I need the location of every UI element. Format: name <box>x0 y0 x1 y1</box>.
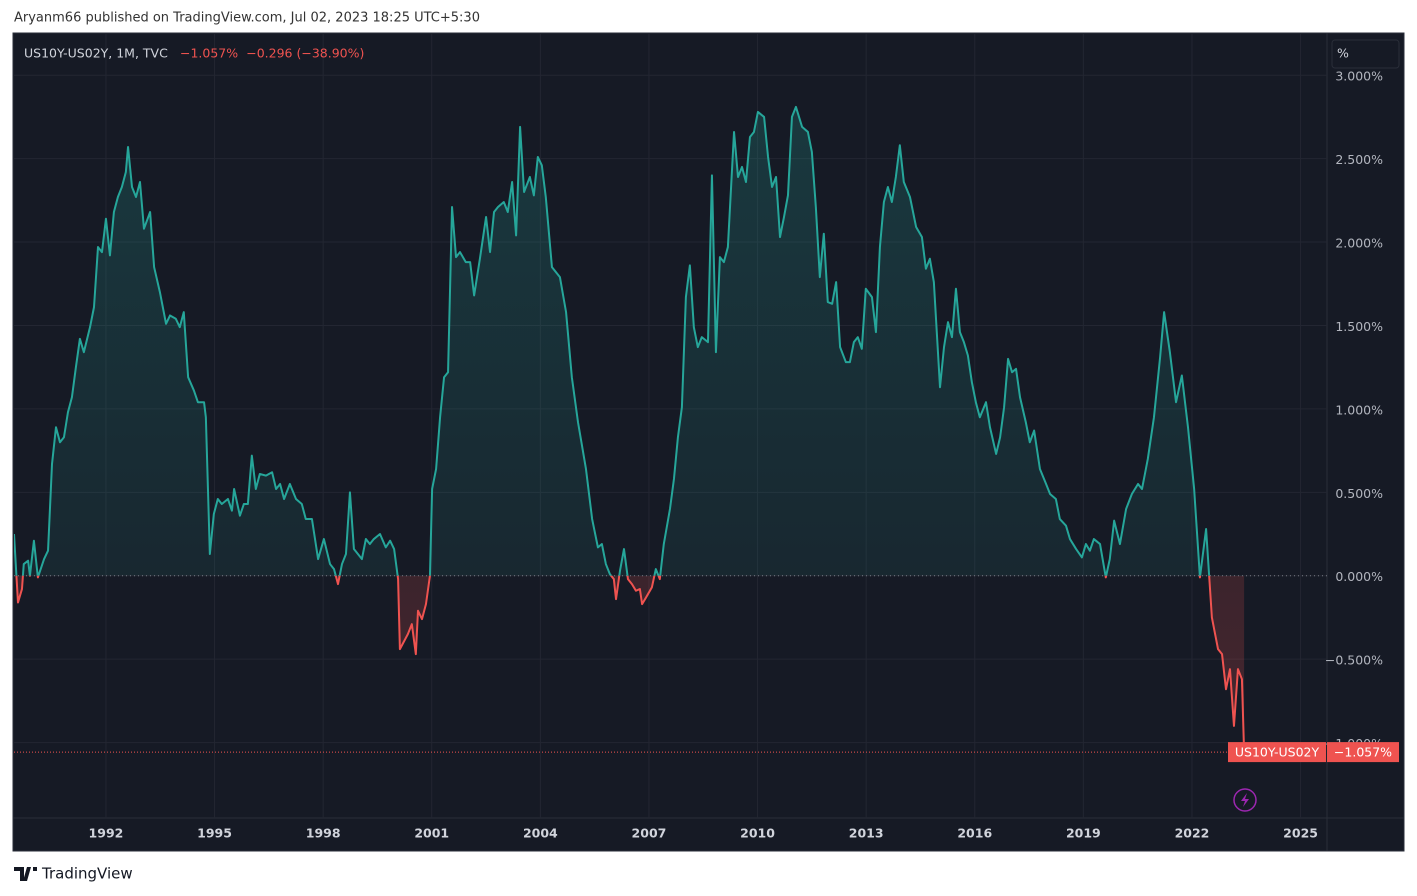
x-tick-label: 1998 <box>306 826 341 841</box>
tv-logo: TradingView <box>14 865 133 883</box>
price-tag-value: −1.057% <box>1334 745 1392 760</box>
x-tick-label: 2004 <box>523 826 558 841</box>
symbol-title: US10Y-US02Y, 1M, TVC <box>24 46 168 61</box>
logo-mark <box>14 867 37 881</box>
x-tick-label: 2025 <box>1283 826 1318 841</box>
last-value: −1.057% <box>180 46 238 61</box>
x-tick-label: 2010 <box>740 826 775 841</box>
x-tick-label: 2016 <box>957 826 992 841</box>
publish-info: Aryanm66 published on TradingView.com, J… <box>14 11 480 26</box>
y-tick-label: 0.000% <box>1335 569 1383 584</box>
lightning-icon[interactable] <box>1233 788 1257 812</box>
plot <box>14 105 1327 753</box>
scale-button[interactable] <box>1331 39 1400 69</box>
icon-bolt[interactable] <box>1241 793 1249 807</box>
x-tick-label: 1992 <box>89 826 124 841</box>
icon-ring[interactable] <box>1233 788 1257 812</box>
line-positive <box>14 105 1211 576</box>
axes: 3.000% 2.500% 2.000% 1.500% 1.000% 0.500% 0.00… <box>89 69 1384 841</box>
change-value: −0.296 (−38.90%) <box>246 46 364 61</box>
price-tag-name-bg <box>1228 742 1326 763</box>
logo-text: TradingView <box>41 865 133 883</box>
price-tag-name: US10Y-US02Y <box>1235 745 1320 760</box>
y-tick-label: −0.500% <box>1325 653 1383 668</box>
x-tick-label: 1995 <box>197 826 232 841</box>
y-tick-label: 1.500% <box>1335 319 1383 334</box>
x-tick-label: 2019 <box>1066 826 1101 841</box>
y-tick-label: 3.000% <box>1335 69 1383 84</box>
area-positive <box>14 106 1245 576</box>
y-tick-label: 0.500% <box>1335 486 1383 501</box>
y-tick-label: 1.000% <box>1335 402 1383 417</box>
scale-button-label[interactable]: % <box>1337 46 1349 61</box>
y-tick-label: 2.000% <box>1335 236 1383 251</box>
price-tag-value-bg <box>1327 742 1399 763</box>
y-tick-label: 2.500% <box>1335 152 1383 167</box>
x-tick-label: 2007 <box>632 826 667 841</box>
x-tick-label: 2013 <box>849 826 884 841</box>
x-tick-label: 2001 <box>414 826 449 841</box>
x-tick-label: 2022 <box>1175 826 1210 841</box>
